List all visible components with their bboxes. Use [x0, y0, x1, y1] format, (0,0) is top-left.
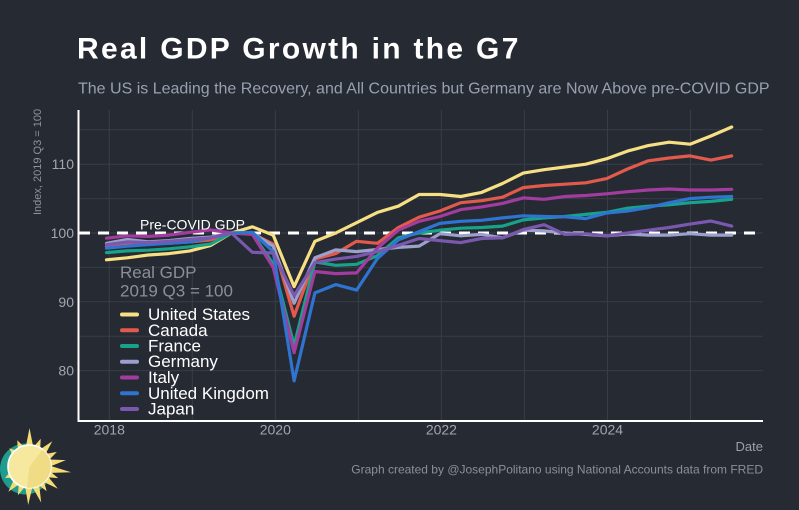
svg-text:The US is Leading the Recovery: The US is Leading the Recovery, and All …	[78, 81, 770, 98]
svg-text:Pre-COVID GDP: Pre-COVID GDP	[140, 217, 245, 233]
svg-text:United Kingdom: United Kingdom	[148, 384, 269, 403]
svg-text:2018: 2018	[94, 422, 125, 438]
svg-text:Real GDP: Real GDP	[120, 263, 197, 282]
svg-text:Real GDP Growth in the G7: Real GDP Growth in the G7	[77, 33, 521, 66]
svg-text:2019 Q3 = 100: 2019 Q3 = 100	[120, 282, 233, 301]
svg-text:Canada: Canada	[148, 321, 208, 340]
svg-text:100: 100	[51, 225, 75, 241]
svg-text:France: France	[148, 337, 201, 356]
svg-text:Date: Date	[736, 439, 763, 454]
svg-text:2024: 2024	[592, 422, 623, 438]
svg-text:2020: 2020	[260, 422, 291, 438]
svg-text:United States: United States	[148, 305, 250, 324]
svg-text:80: 80	[58, 363, 74, 379]
svg-text:2022: 2022	[426, 422, 457, 438]
svg-text:90: 90	[58, 294, 74, 310]
svg-text:110: 110	[52, 156, 75, 172]
svg-text:Graph created by @JosephPolita: Graph created by @JosephPolitano using N…	[351, 463, 763, 477]
svg-text:Italy: Italy	[148, 368, 180, 387]
svg-text:Germany: Germany	[148, 352, 218, 371]
svg-text:Index, 2019 Q3 = 100: Index, 2019 Q3 = 100	[32, 109, 44, 215]
svg-text:Japan: Japan	[148, 400, 194, 419]
